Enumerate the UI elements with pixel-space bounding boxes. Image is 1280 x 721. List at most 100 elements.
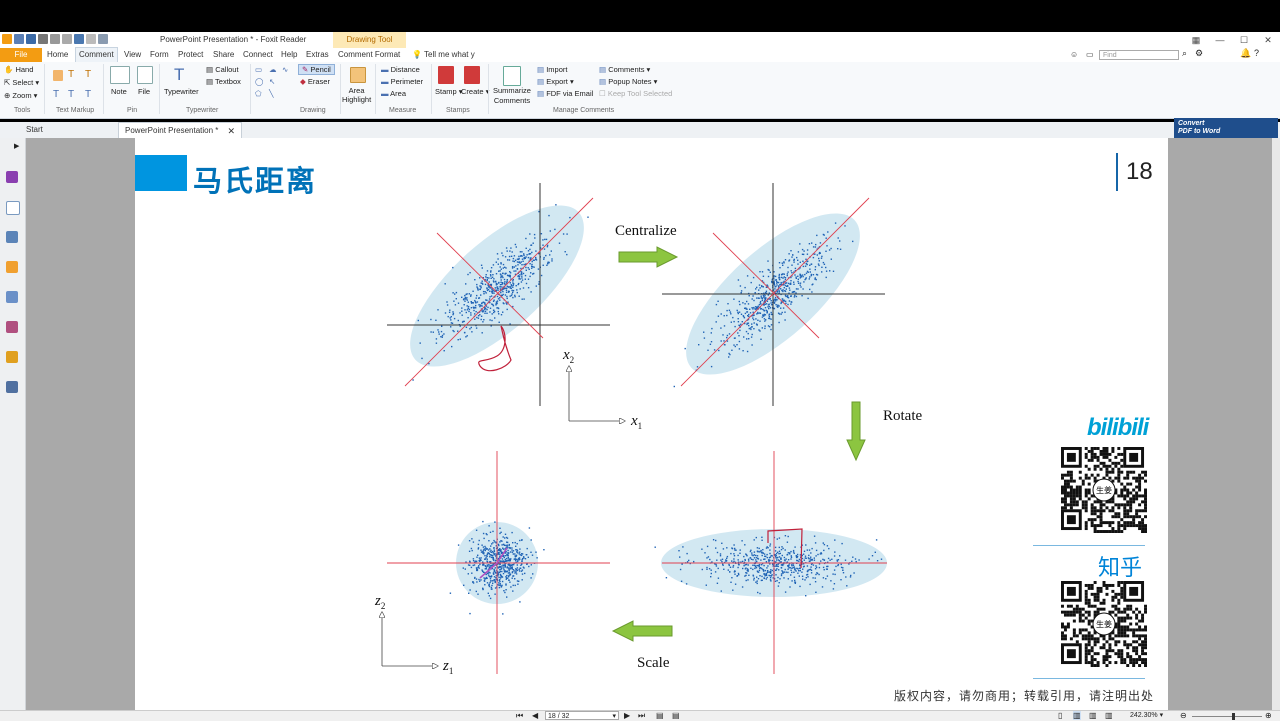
minimize-button[interactable]: — [1215,35,1225,45]
undo-icon[interactable] [74,34,84,44]
page-number-input[interactable]: 18 / 32 ▾ [545,711,619,720]
comments-dropdown[interactable]: ▤ Comments ▾ [599,65,651,74]
menu-view[interactable]: View [124,50,142,59]
page-dropdown-chevron-icon[interactable]: ▾ [612,713,616,720]
drawing-tool-context-tab[interactable]: Drawing Tool [333,32,406,48]
area-button[interactable]: ▬ Area [381,89,407,98]
app-icon[interactable] [2,34,12,44]
last-page-icon[interactable]: ⏭ [638,711,646,720]
tell-me-search[interactable]: 💡 Tell me what y [412,50,475,59]
menu-comment-format[interactable]: Comment Format [338,50,401,59]
distance-button[interactable]: ▬ Distance [381,65,420,74]
close-button[interactable]: ✕ [1264,35,1272,45]
hand-icon[interactable] [62,34,72,44]
expand-panel-icon[interactable]: ▶ [14,143,20,150]
tab-start[interactable]: Start [26,125,43,134]
hand-tool-button[interactable]: ✋ Hand [4,65,34,74]
attachments-icon[interactable] [6,291,18,303]
replace-text-icon[interactable]: T [68,89,75,100]
first-page-icon[interactable]: ⏮ [516,711,524,720]
menu-help[interactable]: Help [281,50,298,59]
close-tab-icon[interactable]: ✕ [227,126,235,136]
print-icon[interactable] [38,34,48,44]
typewriter-icon[interactable]: T [174,65,185,84]
select-tool-button[interactable]: ⇱ Select ▾ [4,78,40,87]
file-menu[interactable]: File [0,48,42,62]
strikeout-icon[interactable]: T [53,89,60,100]
zoom-slider-thumb[interactable] [1232,713,1235,720]
typewriter-button[interactable]: Typewriter [164,87,199,96]
eraser-button[interactable]: ◆ Eraser [300,77,330,86]
textbox-button[interactable]: ▤ Textbox [206,77,241,86]
page-view-icon[interactable]: ▤ [656,711,664,720]
note-icon[interactable] [110,66,130,84]
facing-page-icon[interactable]: ▥ [1089,711,1097,720]
layers-icon[interactable] [6,231,18,243]
polygon-icon[interactable]: ⬠ [255,89,262,98]
sign-icon[interactable]: ▭ [1086,50,1094,59]
new-icon[interactable] [50,34,60,44]
maximize-button[interactable]: ☐ [1239,35,1249,45]
page-thumbnails-icon[interactable] [6,201,20,215]
file-button[interactable]: File [138,87,151,96]
oval-icon[interactable]: ◯ [255,77,264,86]
menu-home[interactable]: Home [47,50,69,59]
insert-text-icon[interactable]: T [85,89,92,100]
comments-panel-icon[interactable] [6,261,18,273]
arrow-line-icon[interactable]: ↖ [269,77,276,86]
perimeter-button[interactable]: ▬ Perimeter [381,77,424,86]
keep-tool-selected-checkbox[interactable]: ☐ Keep Tool Selected [599,89,673,98]
find-input[interactable]: Find [1099,50,1179,60]
cloud-icon[interactable]: ☁ [269,65,277,74]
help-icon[interactable]: ? [1254,48,1260,58]
next-page-icon[interactable]: ▶ [624,711,631,720]
search-icon[interactable]: ⌕ [1182,48,1188,58]
underline-icon[interactable]: T [85,69,92,80]
menu-comment[interactable]: Comment [75,47,118,63]
convert-pdf-to-word-banner[interactable]: Convert PDF to Word [1174,118,1278,138]
pencil-button[interactable]: ✎ Pencil [298,64,335,75]
previous-page-icon[interactable]: ◀ [532,711,539,720]
page-view-alt-icon[interactable]: ▤ [672,711,680,720]
export-button[interactable]: ▤ Export ▾ [537,77,574,86]
area-highlight-button[interactable]: Area Highlight [342,86,372,104]
line-icon[interactable]: ╲ [269,89,274,98]
fdf-email-button[interactable]: ▤ FDF via Email [537,89,594,98]
stamp-quick-icon[interactable] [98,34,108,44]
open-icon[interactable] [14,34,24,44]
create-stamp-icon[interactable] [464,66,480,84]
callout-button[interactable]: ▤ Callout [206,65,239,74]
create-stamp-button[interactable]: Create ▾ [461,87,490,96]
menu-form[interactable]: Form [150,50,169,59]
area-highlight-icon[interactable] [350,67,366,83]
rectangle-icon[interactable]: ▭ [255,65,263,74]
vertical-scrollbar[interactable] [1272,138,1280,710]
settings-gear-icon[interactable]: ⚙ [1195,48,1204,58]
highlight-text-icon[interactable] [53,70,63,81]
single-page-icon[interactable]: ▯ [1058,711,1063,720]
summarize-comments-button[interactable]: Summarize Comments [493,86,531,105]
zoom-in-icon[interactable]: ⊕ [1265,711,1272,720]
tab-powerpoint-presentation[interactable]: PowerPoint Presentation * ✕ [118,122,242,138]
file-attachment-icon[interactable] [137,66,153,84]
import-button[interactable]: ▤ Import [537,65,568,74]
zoom-level[interactable]: 242.30% ▾ [1130,712,1164,719]
squiggly-icon[interactable]: T [68,69,75,80]
continuous-facing-icon[interactable]: ▥ [1105,711,1113,720]
note-button[interactable]: Note [111,87,127,96]
notification-bell-icon[interactable]: 🔔 [1240,48,1252,58]
stamp-icon[interactable] [438,66,454,84]
zoom-slider[interactable] [1192,716,1262,717]
zoom-out-icon[interactable]: ⊖ [1180,711,1187,720]
popup-notes-dropdown[interactable]: ▤ Popup Notes ▾ [599,77,658,86]
menu-share[interactable]: Share [213,50,235,59]
security-lock-icon[interactable] [6,351,18,363]
account-icon[interactable]: ☺ [1070,50,1079,59]
signatures-icon[interactable] [6,321,18,333]
menu-protect[interactable]: Protect [178,50,204,59]
redo-icon[interactable] [86,34,96,44]
stamp-button[interactable]: Stamp ▾ [435,87,463,96]
continuous-page-icon[interactable]: ▥ [1073,711,1081,720]
search-document-icon[interactable] [6,381,18,393]
bookmark-icon[interactable] [6,171,18,183]
